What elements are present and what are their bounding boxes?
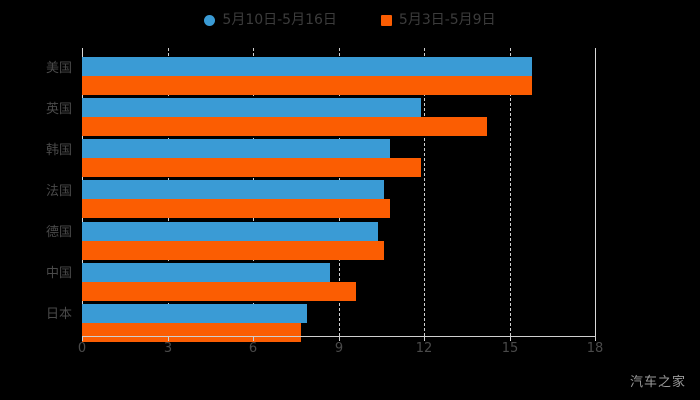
- watermark-label: 汽车之家: [629, 375, 686, 390]
- x-tick-label-5: 15: [501, 341, 519, 356]
- y-axis-category-labels: 美国英国韩国法国德国中国日本: [0, 48, 82, 336]
- plot-area: [82, 48, 596, 342]
- bar-法国-series-0[interactable]: [82, 180, 384, 200]
- bar-group: [82, 48, 595, 95]
- y-axis-label-3: 法国: [45, 184, 72, 199]
- bar-group: [82, 213, 595, 260]
- x-tick-0: [82, 336, 83, 341]
- x-tick-15: [510, 336, 511, 341]
- bar-日本-series-0[interactable]: [82, 303, 307, 323]
- y-axis-label-0: 美国: [45, 61, 72, 76]
- bar-英国-series-0[interactable]: [82, 98, 421, 118]
- bar-韩国-series-0[interactable]: [82, 139, 390, 159]
- y-axis-label-1: 英国: [45, 102, 72, 117]
- bar-英国-series-1[interactable]: [82, 117, 487, 137]
- bar-德国-series-0[interactable]: [82, 221, 378, 241]
- x-tick-3: [168, 336, 169, 341]
- y-axis-label-4: 德国: [45, 225, 72, 240]
- gridline-x-12: [424, 48, 426, 336]
- x-tick-18: [595, 336, 596, 341]
- x-tick-label-3: 9: [334, 341, 344, 356]
- gridline-x-15: [510, 48, 512, 336]
- y-axis-label-6: 日本: [45, 307, 72, 322]
- x-tick-label-4: 12: [415, 341, 433, 356]
- x-tick-label-2: 6: [248, 341, 258, 356]
- x-tick-6: [253, 336, 254, 341]
- bar-中国-series-1[interactable]: [82, 281, 356, 301]
- bar-法国-series-1[interactable]: [82, 199, 390, 219]
- legend-item-label: 5月10日-5月16日: [222, 12, 337, 28]
- bar-group: [82, 171, 595, 219]
- bar-日本-series-1[interactable]: [82, 322, 301, 342]
- legend-item-0[interactable]: 5月10日-5月16日: [204, 13, 337, 27]
- legend-item-1[interactable]: 5月3日-5月9日: [380, 12, 496, 28]
- legend-item-label: 5月3日-5月9日: [398, 12, 496, 28]
- legend-marker-square-icon: [380, 14, 392, 26]
- bar-中国-series-0[interactable]: [82, 262, 330, 282]
- y-axis-label-2: 韩国: [45, 143, 72, 158]
- x-tick-label-1: 3: [163, 341, 173, 356]
- gridline-x-18: [595, 48, 596, 336]
- x-tick-9: [339, 336, 340, 341]
- legend-marker-circle-icon: [204, 14, 216, 26]
- x-tick-label-0: 0: [77, 341, 87, 356]
- x-tick-label-6: 18: [586, 341, 604, 356]
- y-axis-label-5: 中国: [45, 266, 72, 281]
- bar-group: [82, 89, 595, 137]
- bar-group: [82, 130, 595, 178]
- bar-韩国-series-1[interactable]: [82, 158, 421, 178]
- bar-德国-series-1[interactable]: [82, 240, 384, 260]
- bar-美国-series-0[interactable]: [82, 57, 532, 76]
- bar-group: [82, 254, 595, 301]
- chart-legend: 5月10日-5月16日 5月3日-5月9日: [0, 8, 700, 32]
- bar-美国-series-1[interactable]: [82, 76, 532, 95]
- bar-group: [82, 295, 595, 342]
- x-tick-12: [424, 336, 425, 341]
